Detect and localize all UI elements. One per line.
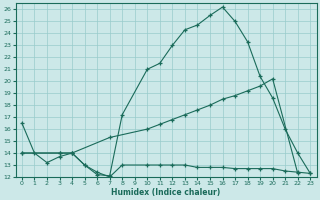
- X-axis label: Humidex (Indice chaleur): Humidex (Indice chaleur): [111, 188, 221, 197]
